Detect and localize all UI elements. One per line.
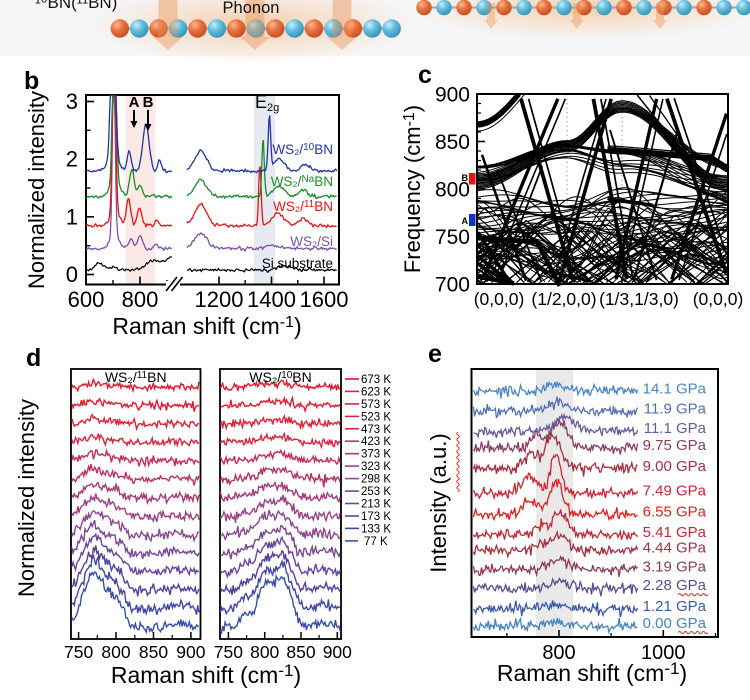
svg-text:Phonon: Phonon	[223, 0, 280, 17]
svg-text:A: A	[129, 94, 140, 111]
svg-text:11.1 GPa: 11.1 GPa	[644, 420, 707, 437]
svg-text:900: 900	[323, 642, 352, 662]
svg-text:WS₂/10BN: WS₂/10BN	[272, 142, 333, 157]
svg-text:750: 750	[64, 642, 93, 662]
svg-text:298 K: 298 K	[361, 474, 391, 486]
svg-text:323 K: 323 K	[361, 461, 391, 473]
svg-text:2: 2	[66, 147, 78, 172]
svg-text:3.19 GPa: 3.19 GPa	[643, 558, 707, 575]
svg-text:1400: 1400	[247, 287, 296, 312]
svg-text:473 K: 473 K	[361, 424, 391, 436]
svg-text:9.00 GPa: 9.00 GPa	[643, 458, 707, 475]
svg-text:173 K: 173 K	[361, 511, 391, 523]
svg-text:673 K: 673 K	[361, 374, 391, 386]
svg-text:Normalized intensity: Normalized intensity	[14, 399, 39, 597]
svg-text:800: 800	[435, 179, 470, 202]
svg-text:Raman shift (cm-1): Raman shift (cm-1)	[112, 313, 301, 339]
svg-text:B: B	[462, 173, 469, 183]
svg-text:900: 900	[435, 84, 470, 107]
svg-text:WS₂/10BN: WS₂/10BN	[249, 369, 311, 385]
svg-text:800: 800	[250, 642, 279, 662]
svg-text:4.44 GPa: 4.44 GPa	[643, 539, 707, 556]
svg-text:(1/3,1/3,0): (1/3,1/3,0)	[599, 289, 679, 309]
svg-text:850: 850	[139, 642, 168, 662]
svg-text:11.9 GPa: 11.9 GPa	[644, 400, 707, 417]
svg-text:700: 700	[435, 274, 470, 297]
svg-text:573 K: 573 K	[361, 399, 391, 411]
svg-text:0.00 GPa: 0.00 GPa	[643, 615, 707, 632]
svg-text:e: e	[428, 340, 442, 368]
svg-text:800: 800	[122, 287, 159, 312]
svg-text:1200: 1200	[195, 287, 244, 312]
svg-text:(0,0,0): (0,0,0)	[474, 289, 525, 309]
svg-text:Si substrate: Si substrate	[262, 256, 333, 271]
svg-text:423 K: 423 K	[361, 436, 391, 448]
svg-text:750: 750	[214, 642, 243, 662]
svg-text:14.1 GPa: 14.1 GPa	[643, 380, 707, 397]
svg-text:1: 1	[66, 204, 78, 229]
svg-text:Raman shift (cm-1): Raman shift (cm-1)	[497, 659, 687, 686]
svg-text:900: 900	[176, 642, 205, 662]
svg-text:WS₂/Si: WS₂/Si	[290, 234, 333, 249]
svg-text:A: A	[462, 216, 469, 226]
svg-text:213 K: 213 K	[361, 499, 391, 511]
svg-text:600: 600	[68, 287, 105, 312]
svg-text:d: d	[26, 344, 41, 372]
svg-text:9.75 GPa: 9.75 GPa	[643, 437, 707, 454]
svg-text:(1/2,0,0): (1/2,0,0)	[531, 289, 596, 309]
svg-text:WS₂/NaBN: WS₂/NaBN	[271, 174, 333, 189]
svg-text:850: 850	[435, 131, 470, 154]
svg-text:Normalized intensity: Normalized intensity	[24, 91, 49, 289]
svg-text:5.41 GPa: 5.41 GPa	[643, 524, 707, 541]
svg-text:0: 0	[66, 262, 78, 287]
svg-text:800: 800	[101, 642, 130, 662]
svg-text:77 K: 77 K	[364, 536, 388, 548]
svg-text:(0,0,0): (0,0,0)	[693, 289, 744, 309]
svg-text:2.28 GPa: 2.28 GPa	[643, 577, 707, 594]
svg-text:373 K: 373 K	[361, 449, 391, 461]
svg-text:623 K: 623 K	[361, 386, 391, 398]
svg-text:1000: 1000	[641, 642, 686, 664]
svg-text:800: 800	[542, 642, 575, 664]
svg-text:850: 850	[286, 642, 315, 662]
svg-text:c: c	[418, 61, 432, 89]
svg-text:6.55 GPa: 6.55 GPa	[643, 503, 707, 520]
svg-text:253 K: 253 K	[361, 486, 391, 498]
svg-text:B: B	[143, 94, 154, 111]
svg-text:Frequency (cm-1): Frequency (cm-1)	[400, 105, 425, 273]
svg-text:7.49 GPa: 7.49 GPa	[643, 483, 707, 500]
svg-text:Intensity (a.u.): Intensity (a.u.)	[426, 433, 451, 572]
svg-text:3: 3	[66, 89, 78, 114]
svg-text:b: b	[24, 67, 39, 95]
svg-text:¹⁰BN(¹¹BN): ¹⁰BN(¹¹BN)	[35, 0, 117, 12]
svg-text:WS₂/11BN: WS₂/11BN	[273, 199, 333, 214]
svg-text:750: 750	[435, 226, 470, 249]
svg-text:523 K: 523 K	[361, 411, 391, 423]
svg-text:133 K: 133 K	[361, 523, 391, 535]
svg-text:WS₂/11BN: WS₂/11BN	[105, 369, 167, 385]
svg-text:Raman shift (cm-1): Raman shift (cm-1)	[111, 661, 301, 688]
svg-text:1600: 1600	[300, 287, 349, 312]
svg-text:1.21 GPa: 1.21 GPa	[643, 598, 707, 615]
